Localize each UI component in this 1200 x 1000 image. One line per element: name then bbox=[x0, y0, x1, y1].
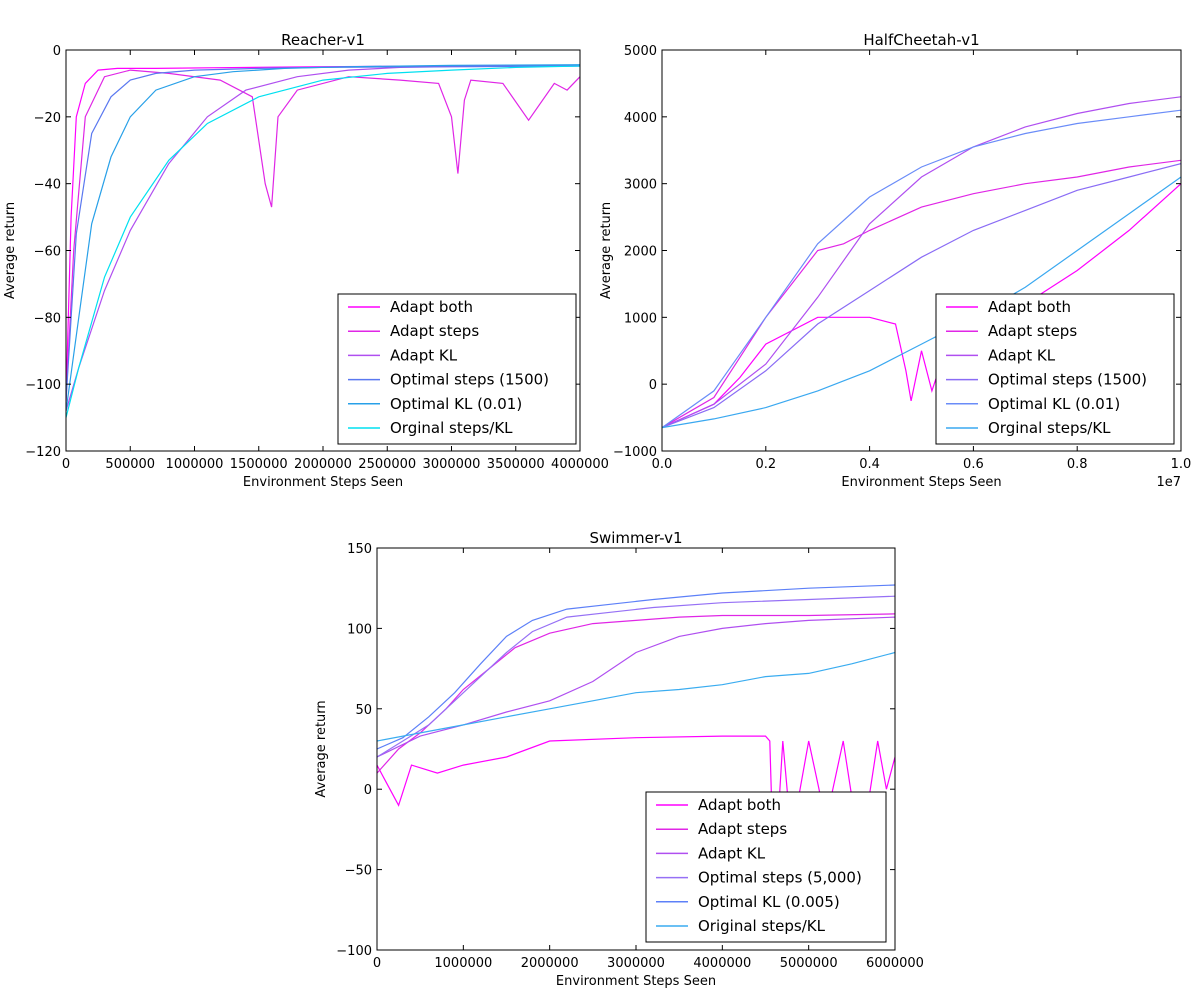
series-line bbox=[662, 109, 1181, 429]
legend-label: Original steps/KL bbox=[698, 917, 826, 935]
x-tick-label: 0.8 bbox=[1067, 457, 1088, 472]
y-tick-label: −20 bbox=[34, 111, 61, 126]
chart-title: Reacher-v1 bbox=[281, 31, 365, 49]
legend-box bbox=[337, 293, 577, 445]
series-line bbox=[662, 183, 1181, 429]
series-line bbox=[66, 64, 580, 411]
series-line bbox=[377, 613, 895, 774]
y-tick-label: −100 bbox=[25, 378, 61, 393]
x-tick-label: 2500000 bbox=[358, 457, 416, 472]
y-tick-label: 1000 bbox=[624, 311, 657, 326]
x-tick-label: 6000000 bbox=[866, 956, 924, 971]
x-tick-label: 0.4 bbox=[859, 457, 880, 472]
y-tick-label: 0 bbox=[53, 44, 61, 59]
x-tick-label: 1.0 bbox=[1171, 457, 1192, 472]
x-tick-label: 0.0 bbox=[652, 457, 673, 472]
legend-label: Adapt KL bbox=[988, 346, 1056, 364]
y-axis-label: Average return bbox=[599, 202, 614, 299]
y-tick-label: −50 bbox=[345, 864, 372, 879]
series-line bbox=[377, 651, 895, 742]
y-axis-label: Average return bbox=[314, 700, 329, 797]
x-tick-label: 1000000 bbox=[434, 956, 492, 971]
x-tick-label: 500000 bbox=[105, 457, 155, 472]
legend-box bbox=[645, 791, 887, 943]
chart-panel: Reacher-v1 0 500000 1000000 1500000 2000000 25… bbox=[3, 31, 609, 490]
y-tick-label: 0 bbox=[649, 378, 657, 393]
legend-label: Optimal KL (0.01) bbox=[390, 395, 522, 413]
y-tick-label: 100 bbox=[347, 622, 372, 637]
legend-label: Adapt both bbox=[390, 298, 473, 316]
series-line bbox=[662, 176, 1181, 429]
x-tick-label: 1000000 bbox=[166, 457, 224, 472]
legend-label: Adapt both bbox=[988, 298, 1071, 316]
x-offset-label: 1e7 bbox=[1156, 475, 1181, 490]
y-tick-label: −120 bbox=[25, 445, 61, 460]
legend-label: Optimal steps (5,000) bbox=[698, 869, 862, 887]
legend-label: Optimal KL (0.005) bbox=[698, 893, 840, 911]
legend-label: Adapt KL bbox=[698, 844, 766, 862]
series-line bbox=[662, 159, 1181, 429]
series-line bbox=[377, 616, 895, 758]
y-tick-label: 0 bbox=[364, 783, 372, 798]
x-tick-label: 2000000 bbox=[294, 457, 352, 472]
y-tick-label: −80 bbox=[34, 311, 61, 326]
legend-box bbox=[935, 293, 1175, 445]
legend-label: Adapt KL bbox=[390, 346, 458, 364]
y-axis-label: Average return bbox=[3, 202, 18, 299]
chart-panel: Swimmer-v1 0 1000000 2000000 3000000 4000000 5… bbox=[314, 529, 924, 989]
x-tick-label: 0.6 bbox=[963, 457, 984, 472]
legend-label: Optimal steps (1500) bbox=[390, 371, 549, 389]
legend: Adapt both Adapt steps Adapt KL Optimal ste… bbox=[645, 791, 887, 943]
series-line bbox=[377, 584, 895, 750]
x-tick-label: 5000000 bbox=[780, 956, 838, 971]
legend-label: Orginal steps/KL bbox=[988, 419, 1111, 437]
chart-panel: HalfCheetah-v1 0.0 0.2 0.4 0.6 0.8 1.0 5000 4000… bbox=[599, 31, 1191, 490]
series-line bbox=[662, 96, 1181, 429]
series-line bbox=[662, 163, 1181, 429]
series-line bbox=[66, 69, 580, 401]
y-tick-label: 3000 bbox=[624, 178, 657, 193]
y-tick-label: −100 bbox=[336, 944, 372, 959]
x-axis-label: Environment Steps Seen bbox=[243, 475, 403, 490]
x-tick-label: 1500000 bbox=[230, 457, 288, 472]
x-tick-label: 4000000 bbox=[551, 457, 609, 472]
x-tick-label: 3500000 bbox=[487, 457, 545, 472]
y-tick-label: −60 bbox=[34, 245, 61, 260]
x-tick-label: 0.2 bbox=[755, 457, 776, 472]
legend: Adapt both Adapt steps Adapt KL Optimal ste… bbox=[337, 293, 577, 445]
x-tick-label: 4000000 bbox=[693, 956, 751, 971]
x-tick-label: 0 bbox=[62, 457, 70, 472]
x-tick-label: 0 bbox=[373, 956, 381, 971]
x-tick-label: 3000000 bbox=[607, 956, 665, 971]
legend-label: Optimal KL (0.01) bbox=[988, 395, 1120, 413]
y-tick-label: 50 bbox=[355, 703, 372, 718]
y-tick-label: 150 bbox=[347, 542, 372, 557]
legend: Adapt both Adapt steps Adapt KL Optimal ste… bbox=[935, 293, 1175, 445]
series-line bbox=[377, 595, 895, 758]
y-tick-label: −40 bbox=[34, 178, 61, 193]
legend-label: Optimal steps (1500) bbox=[988, 371, 1147, 389]
legend-label: Adapt steps bbox=[390, 322, 479, 340]
series-line bbox=[66, 65, 580, 418]
x-axis-label: Environment Steps Seen bbox=[841, 475, 1001, 490]
x-tick-label: 2000000 bbox=[521, 956, 579, 971]
y-tick-label: 5000 bbox=[624, 44, 657, 59]
x-tick-label: 3000000 bbox=[423, 457, 481, 472]
series-line bbox=[66, 65, 580, 401]
legend-label: Adapt steps bbox=[988, 322, 1077, 340]
y-tick-label: 2000 bbox=[624, 245, 657, 260]
chart-title: HalfCheetah-v1 bbox=[863, 31, 979, 49]
legend-label: Orginal steps/KL bbox=[390, 419, 513, 437]
y-tick-label: −1000 bbox=[613, 445, 657, 460]
legend-label: Adapt steps bbox=[698, 820, 787, 838]
legend-label: Adapt both bbox=[698, 796, 781, 814]
chart-title: Swimmer-v1 bbox=[589, 529, 682, 547]
x-axis-label: Environment Steps Seen bbox=[556, 974, 716, 989]
y-tick-label: 4000 bbox=[624, 111, 657, 126]
